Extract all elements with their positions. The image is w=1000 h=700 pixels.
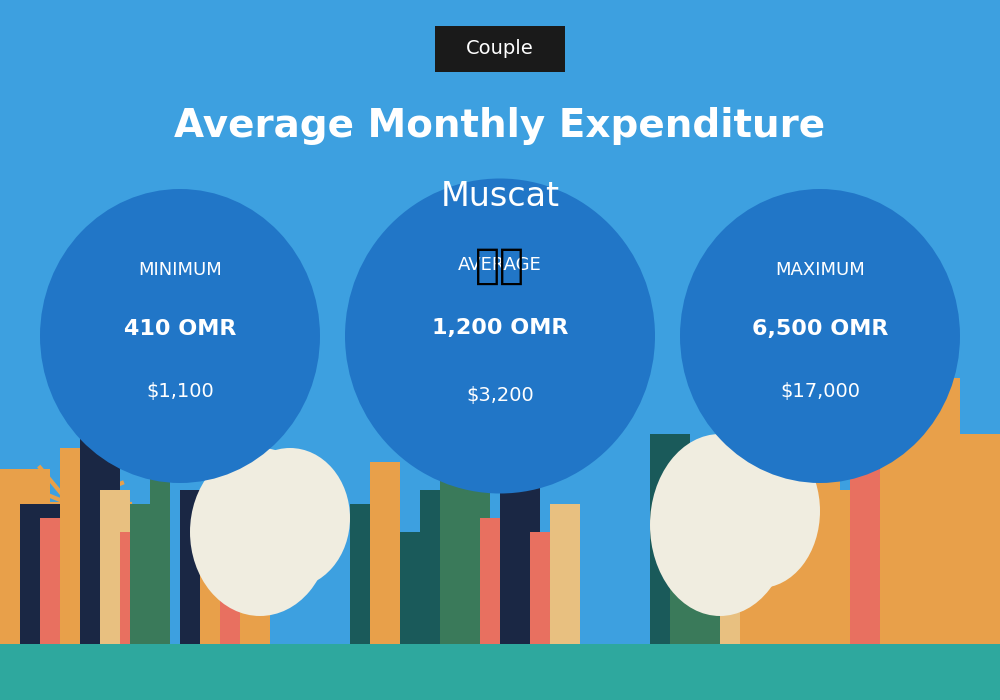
Bar [180, 490, 220, 644]
Bar [720, 504, 750, 644]
Text: Average Monthly Expenditure: Average Monthly Expenditure [174, 107, 826, 145]
Ellipse shape [230, 448, 350, 588]
Ellipse shape [40, 189, 320, 483]
Bar [550, 504, 580, 644]
Bar [460, 420, 490, 644]
Bar [80, 420, 120, 644]
Bar [240, 532, 270, 644]
Bar [40, 518, 70, 644]
Bar [60, 448, 100, 644]
Text: $3,200: $3,200 [466, 386, 534, 405]
Text: 🇴🇲: 🇴🇲 [475, 245, 525, 287]
Bar [500, 476, 540, 644]
Bar [760, 392, 800, 644]
Bar [920, 378, 960, 644]
FancyBboxPatch shape [435, 26, 565, 72]
Bar [350, 504, 390, 644]
Bar [950, 434, 1000, 644]
Text: $17,000: $17,000 [780, 382, 860, 401]
Bar [480, 518, 510, 644]
Bar [220, 504, 260, 644]
Text: Couple: Couple [466, 39, 534, 59]
Bar [880, 406, 920, 644]
Bar [130, 504, 150, 644]
Bar [0, 644, 1000, 700]
Bar [150, 476, 170, 644]
Text: 410 OMR: 410 OMR [124, 318, 236, 339]
Text: 1,200 OMR: 1,200 OMR [432, 318, 568, 338]
Bar [20, 504, 60, 644]
Text: $1,100: $1,100 [146, 382, 214, 401]
Ellipse shape [190, 448, 330, 616]
Ellipse shape [650, 434, 790, 616]
Text: MAXIMUM: MAXIMUM [775, 261, 865, 279]
Bar [700, 462, 740, 644]
Bar [820, 490, 850, 644]
Ellipse shape [700, 434, 820, 588]
Bar [100, 490, 130, 644]
Text: MINIMUM: MINIMUM [138, 261, 222, 279]
Text: 6,500 OMR: 6,500 OMR [752, 318, 888, 339]
Bar [370, 462, 400, 644]
Bar [530, 532, 560, 644]
Bar [740, 420, 780, 644]
Bar [670, 490, 700, 644]
Bar [800, 448, 840, 644]
Bar [850, 434, 890, 644]
Bar [440, 448, 460, 644]
Bar [420, 490, 450, 644]
Bar [0, 469, 50, 644]
Bar [650, 434, 690, 644]
Ellipse shape [680, 189, 960, 483]
Text: AVERAGE: AVERAGE [458, 256, 542, 274]
Text: Muscat: Muscat [440, 179, 560, 213]
Bar [400, 532, 440, 644]
Bar [200, 518, 230, 644]
Bar [120, 532, 150, 644]
Ellipse shape [345, 178, 655, 493]
